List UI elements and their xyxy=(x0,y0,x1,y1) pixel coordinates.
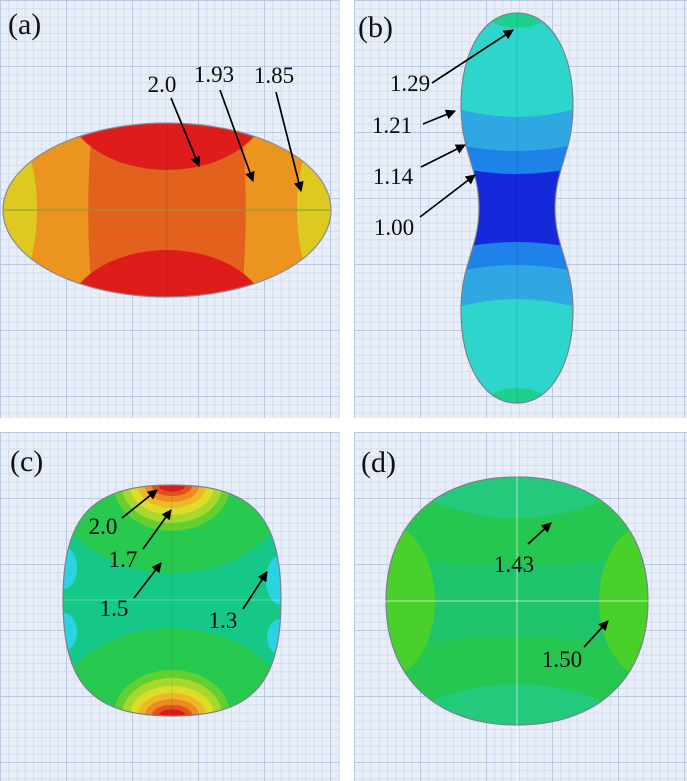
contour-label-d-1.50: 1.50 xyxy=(542,647,582,672)
contour-dome-bottom-green xyxy=(63,628,281,716)
contour-plot-c: 2.0 1.7 1.5 1.3 xyxy=(62,484,282,717)
panel-c: (c) xyxy=(0,432,340,781)
contour-label-b-1.29: 1.29 xyxy=(390,71,430,96)
contour-min-waist-deep-blue xyxy=(461,163,573,253)
dumbbell-outline xyxy=(460,12,574,404)
contour-edge-spot-right-upper-cyan xyxy=(266,555,281,605)
contour-cap-top-green xyxy=(483,13,551,28)
panel-label-c: (c) xyxy=(10,445,44,478)
ellipse-outline xyxy=(2,122,332,298)
annotation-arrow-d-1.50 xyxy=(583,620,609,648)
contour-lens-left-bright-green xyxy=(386,523,435,679)
annotation-arrow-c-1.5 xyxy=(133,562,162,599)
annotation-arrow-b-1.14 xyxy=(420,144,466,168)
annotation-arrow-a-1.85 xyxy=(275,91,304,192)
contour-label-b-1.14: 1.14 xyxy=(373,164,414,189)
contour-label-a-1.85: 1.85 xyxy=(254,63,294,88)
contour-label-c-1.7: 1.7 xyxy=(109,547,138,572)
panel-d: (d) 1.43 1.50 xyxy=(354,432,687,781)
contour-plot-a: 2.0 1.93 1.85 xyxy=(2,62,332,298)
annotation-arrow-d-1.43 xyxy=(527,522,552,545)
panel-a: (a) 2.0 1.93 1.85 xyxy=(0,0,340,418)
annotation-arrow-b-1.29 xyxy=(431,29,514,84)
contour-max-top-red xyxy=(65,123,269,170)
annotation-arrow-b-1.00 xyxy=(419,174,476,218)
contour-plot-d: 1.43 1.50 xyxy=(354,432,687,781)
contour-label-a-1.93: 1.93 xyxy=(194,62,234,87)
annotation-arrow-c-1.7 xyxy=(142,509,172,550)
contour-label-c-1.3: 1.3 xyxy=(209,608,238,633)
annotation-arrow-a-1.93 xyxy=(219,89,255,182)
contour-label-b-1.21: 1.21 xyxy=(372,113,412,138)
contour-label-c-1.5: 1.5 xyxy=(100,596,129,621)
panel-b: (b) 1.29 1.21 1.14 1.00 xyxy=(354,0,687,418)
contour-label-d-1.43: 1.43 xyxy=(494,552,534,577)
contour-lens-right-bright-green xyxy=(599,523,648,679)
hotspot-top-core-red xyxy=(159,485,185,492)
contour-label-a-2.0: 2.0 xyxy=(148,72,177,97)
annotation-arrow-c-1.3 xyxy=(242,571,268,610)
contour-cap-bottom-green xyxy=(483,388,551,403)
contour-label-c-2.0: 2.0 xyxy=(89,514,118,539)
contour-plot-b: 1.29 1.21 1.14 1.00 xyxy=(372,12,574,404)
panel-label-b: (b) xyxy=(358,11,393,44)
annotation-arrow-a-2.0 xyxy=(170,97,201,167)
annotation-arrow-b-1.21 xyxy=(422,109,456,125)
contour-edge-spot-right-lower-cyan xyxy=(267,619,281,655)
rounded-square-outline xyxy=(62,484,282,717)
annotation-arrow-c-2.0 xyxy=(121,489,158,519)
panel-label-d: (d) xyxy=(361,446,396,479)
hotspot-bottom-core-red xyxy=(159,709,185,716)
contour-dome-top-green xyxy=(63,485,281,573)
panel-label-a: (a) xyxy=(8,8,42,41)
contour-max-bottom-red xyxy=(65,250,269,297)
contour-label-b-1.00: 1.00 xyxy=(374,215,414,240)
